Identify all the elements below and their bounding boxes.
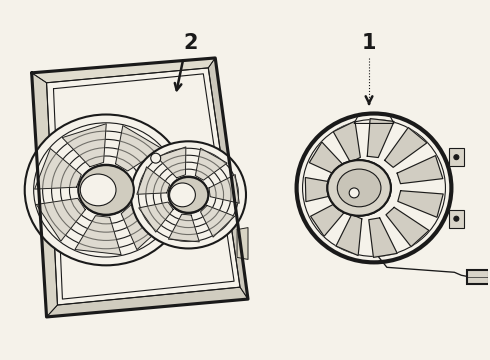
Polygon shape [32,73,57,317]
Polygon shape [311,201,346,236]
Ellipse shape [349,188,359,198]
Polygon shape [139,202,173,232]
Polygon shape [121,204,170,249]
Polygon shape [47,287,248,317]
Polygon shape [209,175,239,203]
Ellipse shape [151,153,161,163]
Polygon shape [397,156,443,184]
Ellipse shape [80,174,116,206]
Ellipse shape [454,216,459,221]
Ellipse shape [327,160,391,216]
Ellipse shape [78,165,134,215]
Ellipse shape [24,114,188,265]
Ellipse shape [337,169,381,207]
Polygon shape [32,58,248,317]
Polygon shape [116,126,162,171]
Polygon shape [333,121,360,162]
Polygon shape [200,206,235,237]
Ellipse shape [337,169,381,207]
Polygon shape [369,218,397,257]
Polygon shape [62,124,106,167]
Polygon shape [386,207,429,247]
Bar [449,210,465,228]
Ellipse shape [327,160,391,216]
Ellipse shape [454,155,459,159]
Polygon shape [196,148,227,180]
Polygon shape [157,147,186,178]
Polygon shape [75,216,121,255]
Polygon shape [35,149,81,189]
Ellipse shape [169,177,208,213]
Polygon shape [36,198,85,241]
Text: 2: 2 [183,33,197,53]
Polygon shape [336,215,362,256]
Ellipse shape [296,113,451,262]
Ellipse shape [131,141,246,248]
Bar [449,148,465,166]
Polygon shape [32,58,215,83]
Polygon shape [53,74,234,299]
Text: 1: 1 [362,33,376,53]
Polygon shape [398,191,443,217]
Polygon shape [137,167,170,194]
Polygon shape [237,228,248,260]
Polygon shape [309,142,345,176]
Polygon shape [385,127,427,167]
Polygon shape [368,118,394,158]
Polygon shape [208,58,248,299]
Polygon shape [134,162,176,205]
Polygon shape [169,214,199,242]
Ellipse shape [170,183,196,207]
Polygon shape [305,177,338,202]
Bar [467,270,489,284]
